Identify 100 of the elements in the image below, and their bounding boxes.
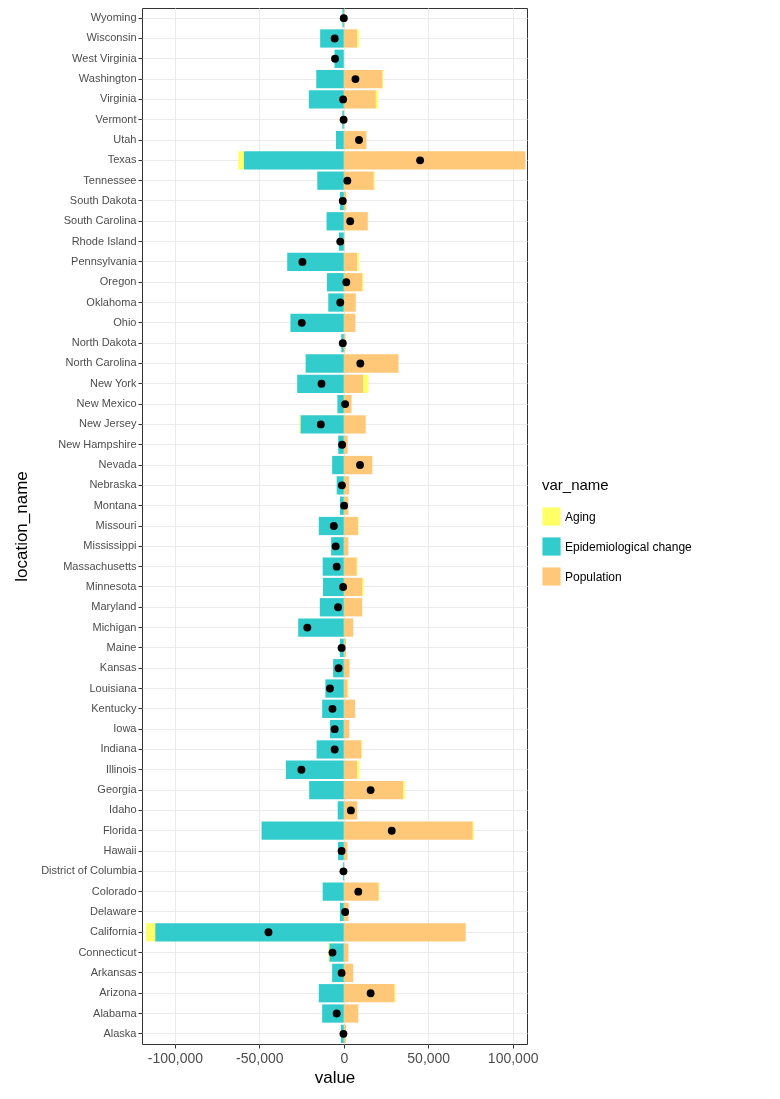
- y-tick-label: Indiana: [100, 742, 138, 755]
- bar: [343, 252, 358, 272]
- bar: [318, 984, 344, 1003]
- y-tick-label: Maryland: [91, 600, 137, 613]
- bar: [309, 780, 344, 800]
- bar: [287, 252, 344, 272]
- y-tick-label: Maine: [106, 640, 137, 653]
- point: [303, 623, 312, 632]
- bar: [243, 151, 344, 170]
- bar: [343, 882, 379, 901]
- y-tick-label: Connecticut: [78, 945, 137, 958]
- y-axis-title: location_name: [12, 471, 32, 582]
- point: [416, 156, 425, 165]
- x-tick-label: 0: [340, 1049, 349, 1066]
- bar: [343, 659, 350, 678]
- x-axis-title: value: [314, 1067, 356, 1087]
- y-tick-label: Missouri: [95, 519, 137, 531]
- bar: [343, 374, 364, 393]
- bar: [343, 1004, 359, 1023]
- bar: [343, 516, 358, 536]
- y-tick-label: Nevada: [98, 458, 138, 471]
- y-tick-label: Illinois: [105, 762, 137, 775]
- y-tick-label: West Virginia: [72, 51, 138, 64]
- bar: [343, 557, 357, 576]
- y-tick-label: Texas: [107, 153, 137, 166]
- bar: [300, 415, 344, 434]
- y-tick-label: South Carolina: [63, 214, 138, 227]
- bar: [343, 679, 348, 698]
- y-tick-label: Utah: [113, 133, 137, 146]
- y-tick-label: Mississippi: [83, 539, 137, 552]
- bar: [357, 760, 360, 779]
- bar: [290, 313, 344, 332]
- point: [338, 197, 347, 205]
- legend-title: var_name: [542, 476, 609, 493]
- point: [297, 318, 306, 327]
- y-tick-label: Arizona: [99, 986, 138, 999]
- bar: [343, 171, 374, 190]
- y-tick-label: Massachusetts: [63, 559, 137, 572]
- point: [387, 826, 396, 835]
- point: [340, 501, 349, 510]
- bar: [238, 151, 244, 170]
- y-tick-label: Virginia: [100, 92, 138, 105]
- y-tick-label: Colorado: [91, 884, 137, 897]
- y-tick-label: Ohio: [113, 315, 137, 328]
- y-tick-label: Louisiana: [89, 681, 138, 694]
- bar: [343, 821, 473, 840]
- x-tick-label: -100,000: [147, 1049, 204, 1066]
- bar: [343, 699, 356, 718]
- bar: [297, 374, 344, 393]
- y-tick-label: Minnesota: [85, 579, 138, 592]
- y-tick-label: Wyoming: [90, 11, 137, 24]
- y-tick-label: North Dakota: [71, 336, 138, 349]
- y-tick-label: Montana: [93, 498, 138, 511]
- x-tick-label: 50,000: [407, 1049, 451, 1066]
- point: [316, 420, 325, 429]
- point: [366, 786, 375, 795]
- y-tick-label: Hawaii: [103, 844, 137, 857]
- bar: [305, 354, 344, 373]
- point: [337, 847, 346, 855]
- bar: [343, 354, 399, 373]
- y-tick-label: Kentucky: [91, 701, 137, 714]
- y-tick-label: Rhode Island: [71, 234, 137, 247]
- bar: [343, 313, 356, 332]
- bar: [343, 598, 363, 617]
- x-tick-label: -50,000: [236, 1049, 284, 1066]
- point: [351, 75, 360, 84]
- y-tick-label: Alabama: [93, 1006, 138, 1019]
- y-tick-label: New Hampshire: [58, 437, 137, 450]
- point: [334, 603, 342, 612]
- bar: [343, 69, 383, 89]
- point: [366, 989, 375, 998]
- y-tick-label: New Jersey: [79, 417, 137, 430]
- bar: [343, 943, 349, 962]
- bar: [343, 923, 466, 942]
- bar: [298, 618, 344, 637]
- point: [338, 339, 347, 348]
- point: [341, 400, 350, 409]
- point: [264, 928, 273, 937]
- y-tick-label: Nebraska: [89, 478, 138, 491]
- y-tick-label: South Dakota: [69, 193, 138, 206]
- bar: [343, 740, 362, 759]
- point: [339, 115, 348, 124]
- bar: [316, 69, 344, 89]
- bar: [343, 780, 404, 800]
- bar: [326, 212, 344, 231]
- y-tick-label: Wisconsin: [86, 31, 137, 44]
- y-tick-label: Florida: [102, 823, 138, 836]
- point: [297, 765, 306, 774]
- bar: [343, 293, 356, 312]
- point: [317, 379, 326, 388]
- bar: [323, 577, 344, 597]
- x-tick-label: 100,000: [487, 1049, 539, 1066]
- point: [338, 440, 347, 449]
- bar: [375, 90, 379, 109]
- y-tick-label: Oklahoma: [86, 295, 138, 308]
- point: [343, 176, 352, 185]
- y-tick-label: North Carolina: [65, 356, 138, 369]
- bar: [337, 801, 344, 820]
- y-tick-label: Arkansas: [90, 965, 137, 978]
- point: [339, 95, 348, 104]
